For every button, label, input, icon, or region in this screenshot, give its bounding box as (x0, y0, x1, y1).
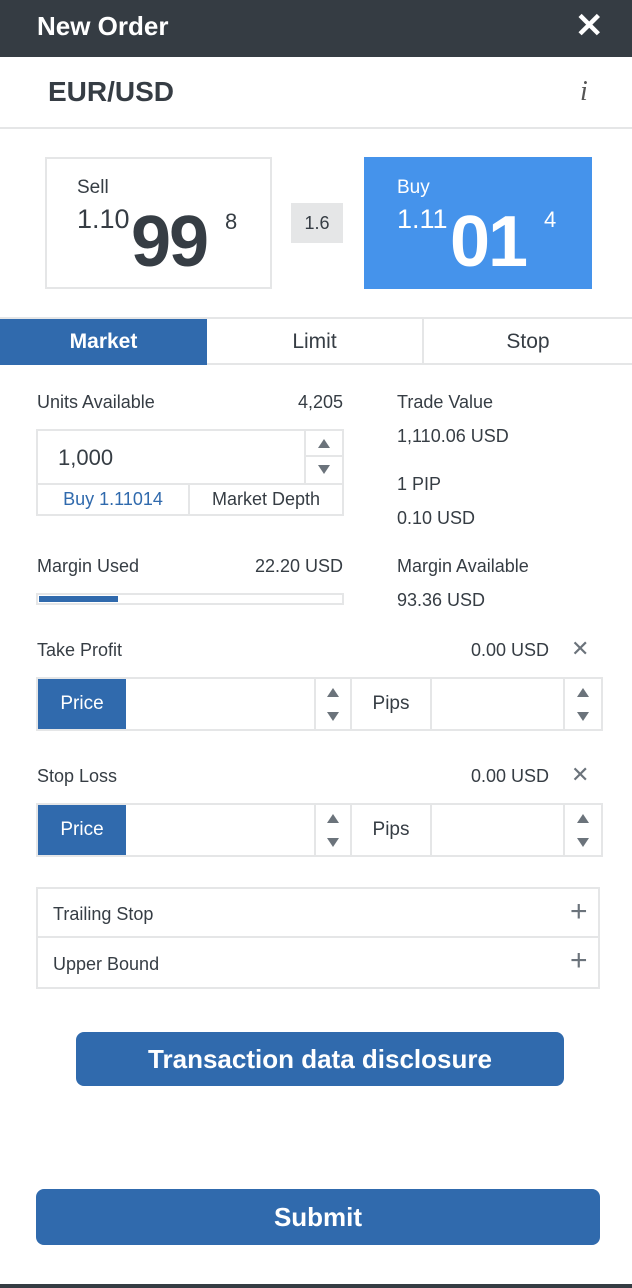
stop-loss-group: Price Pips (36, 803, 603, 857)
take-profit-pips-stepper[interactable] (563, 679, 601, 729)
divider (0, 127, 632, 129)
buy-price-prefix: 1.11 (397, 204, 448, 234)
market-depth-button[interactable]: Market Depth (211, 489, 321, 509)
stop-loss-price-stepper[interactable] (314, 805, 352, 855)
buy-label: Buy (397, 177, 430, 198)
plus-icon[interactable]: + (570, 895, 588, 928)
buy-price-link[interactable]: Buy 1.11014 (38, 485, 190, 514)
trailing-stop-label: Trailing Stop (53, 904, 154, 924)
margin-used-label: Margin Used (37, 556, 140, 576)
sell-button[interactable]: Sell 1.10 99 8 (45, 157, 272, 289)
take-profit-pips-input[interactable] (432, 679, 563, 729)
arrow-down-icon (318, 465, 330, 474)
sell-price-prefix: 1.10 (77, 204, 130, 234)
buy-button[interactable]: Buy 1.11 01 4 (364, 157, 592, 289)
margin-bar (36, 593, 344, 605)
info-icon[interactable]: i (580, 76, 588, 107)
stop-loss-pips-input[interactable] (432, 805, 563, 855)
transaction-disclosure-button[interactable]: Transaction data disclosure (76, 1032, 564, 1086)
arrow-up-icon (577, 688, 589, 697)
stop-loss-pips-stepper[interactable] (563, 805, 601, 855)
stop-loss-clear-icon[interactable]: ✕ (571, 762, 590, 787)
dialog-title: New Order (37, 11, 169, 41)
margin-available-value: 93.36 USD (397, 590, 486, 610)
trade-value: 1,110.06 USD (397, 426, 509, 446)
margin-available-label: Margin Available (397, 556, 529, 576)
trade-value-label: Trade Value (397, 392, 494, 412)
stop-loss-price-input[interactable] (126, 805, 314, 855)
plus-icon[interactable]: + (570, 944, 588, 977)
tab-stop[interactable]: Stop (506, 330, 550, 353)
take-profit-label: Take Profit (37, 640, 123, 660)
arrow-up-icon (318, 439, 330, 448)
arrow-up-icon (577, 814, 589, 823)
sell-price-big: 99 (131, 202, 209, 282)
pip-value: 0.10 USD (397, 508, 476, 528)
take-profit-pips-label: Pips (352, 679, 432, 729)
arrow-up-icon (327, 688, 339, 697)
units-stepper (304, 431, 342, 483)
sell-price-sup: 8 (225, 209, 238, 234)
margin-used-value: 22.20 USD (254, 556, 343, 576)
stop-loss-value: 0.00 USD (470, 766, 549, 786)
stop-loss-label: Stop Loss (37, 766, 118, 786)
advanced-options: Trailing Stop + Upper Bound + (36, 887, 600, 989)
take-profit-clear-icon[interactable]: ✕ (571, 636, 590, 661)
units-available-value: 4,205 (297, 392, 343, 412)
arrow-down-icon (577, 838, 589, 847)
sell-label: Sell (77, 177, 109, 198)
tab-market[interactable]: Market (0, 319, 207, 365)
arrow-down-icon (327, 838, 339, 847)
divider (38, 483, 342, 485)
upper-bound-label: Upper Bound (53, 954, 160, 974)
order-type-tabs: Market Limit Stop (0, 317, 632, 365)
trailing-stop-row[interactable]: Trailing Stop + (38, 889, 598, 938)
submit-button[interactable]: Submit (36, 1189, 600, 1245)
upper-bound-row[interactable]: Upper Bound + (38, 938, 598, 987)
tab-limit[interactable]: Limit (207, 319, 424, 365)
take-profit-price-input[interactable] (126, 679, 314, 729)
take-profit-price-stepper[interactable] (314, 679, 352, 729)
spread-badge: 1.6 (291, 203, 343, 243)
units-available-label: Units Available (37, 392, 155, 412)
units-down-button[interactable] (306, 457, 342, 483)
arrow-down-icon (327, 712, 339, 721)
buy-price-sup: 4 (544, 207, 557, 232)
arrow-up-icon (327, 814, 339, 823)
units-up-button[interactable] (306, 431, 342, 457)
close-icon[interactable]: ✕ (575, 7, 604, 45)
units-input[interactable]: 1,000 (58, 445, 114, 470)
units-group: 1,000 Buy 1.11014 Market Depth (36, 429, 344, 516)
take-profit-value: 0.00 USD (470, 640, 549, 660)
take-profit-group: Price Pips (36, 677, 603, 731)
take-profit-price-button[interactable]: Price (38, 679, 126, 729)
stop-loss-price-button[interactable]: Price (38, 805, 126, 855)
stop-loss-pips-label: Pips (352, 805, 432, 855)
pip-label: 1 PIP (397, 474, 442, 494)
bottom-edge (0, 1284, 632, 1288)
margin-bar-fill (39, 596, 118, 602)
buy-price-big: 01 (450, 202, 528, 282)
instrument-symbol: EUR/USD (48, 76, 175, 107)
header: New Order ✕ (0, 0, 632, 57)
arrow-down-icon (577, 712, 589, 721)
